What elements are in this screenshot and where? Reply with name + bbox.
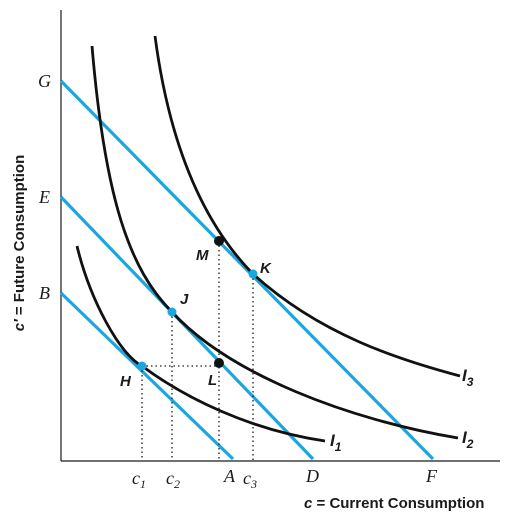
point-J [168,308,177,317]
point-K [249,270,258,279]
point-label-H: H [120,373,132,390]
y-label-B: B [39,283,50,303]
y-label-E: E [38,187,50,207]
point-label-K: K [260,260,272,277]
indifference-curve-I3 [155,36,460,376]
x-axis-title: c = Current Consumption [304,495,484,512]
indifference-curve-I2 [92,46,458,438]
x-label-c3: c3 [243,468,257,491]
point-L [214,358,224,368]
y-label-G: G [38,71,51,91]
point-M [214,236,224,246]
x-label-D: D [305,466,319,486]
point-label-M: M [196,247,209,264]
point-label-J: J [180,291,189,308]
point-H [138,362,147,371]
x-label-A: A [223,466,236,486]
curve-label-I1: I1 [330,431,342,454]
budget-line-GF [61,81,433,459]
x-label-c1: c1 [132,468,146,491]
curve-label-I3: I3 [462,366,474,389]
x-label-c2: c2 [166,468,180,491]
point-label-L: L [208,372,217,389]
y-axis-title: c′ = Future Consumption [11,155,28,332]
curve-label-I2: I2 [462,428,474,451]
x-label-F: F [425,466,438,486]
